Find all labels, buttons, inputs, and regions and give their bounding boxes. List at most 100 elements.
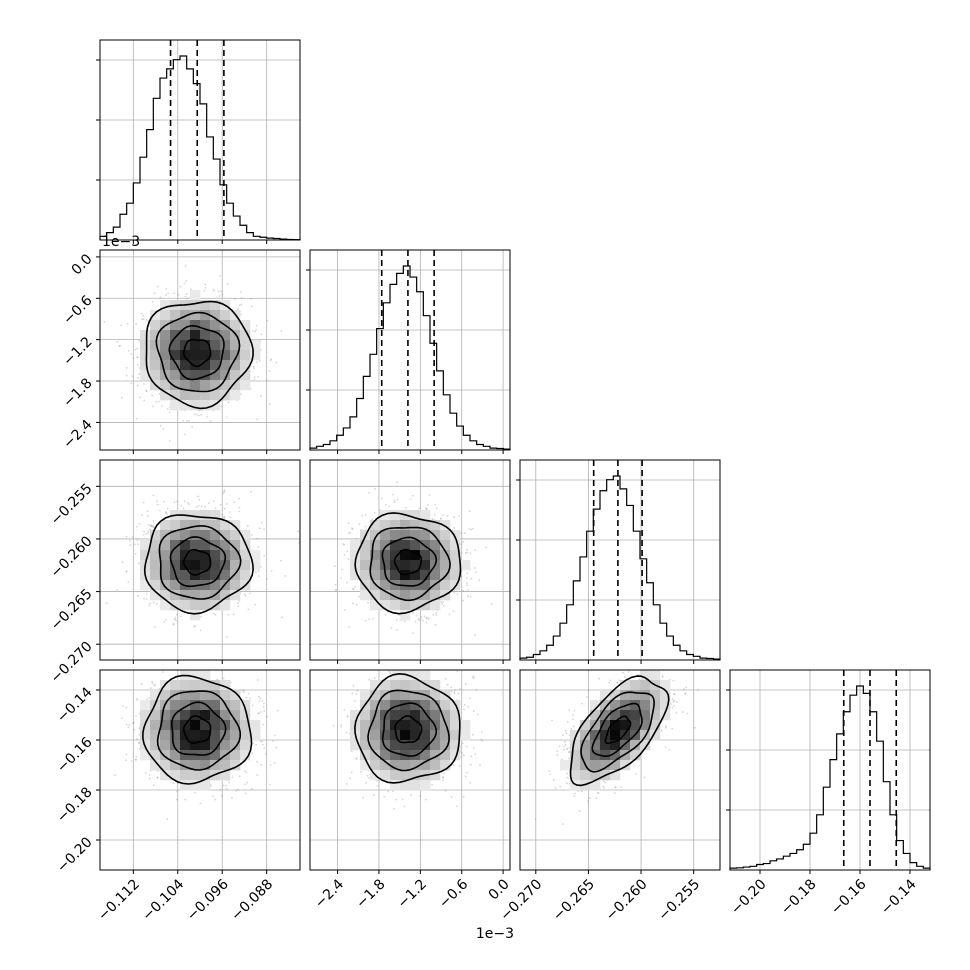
sample-point <box>367 601 369 604</box>
sample-point <box>125 535 128 538</box>
density-cell <box>230 550 241 561</box>
sample-point <box>409 498 412 500</box>
x-tick-label-axis1-1: −0.112 <box>95 876 143 924</box>
sample-point <box>396 481 398 483</box>
density-cell <box>220 730 231 741</box>
contour-3 <box>156 690 241 771</box>
sample-point <box>472 747 475 749</box>
density-cell <box>240 340 251 351</box>
contour-4 <box>354 512 462 615</box>
density-cell <box>240 360 251 371</box>
density-cell <box>210 570 221 581</box>
density-cell <box>180 390 191 401</box>
density-cell <box>440 570 451 581</box>
sample-point <box>347 522 350 525</box>
sample-point <box>149 528 151 531</box>
x-tick-label-axis2-2: −1.8 <box>353 876 388 911</box>
density-cell <box>410 770 421 781</box>
density-cell <box>200 320 211 331</box>
density-cell <box>230 690 241 701</box>
density-cell <box>380 600 391 611</box>
sample-point <box>651 655 653 657</box>
density-cell <box>190 700 201 711</box>
sample-point <box>392 493 394 496</box>
sample-point <box>425 617 428 620</box>
density-cell <box>380 760 391 771</box>
x-tick-label-axis3-2: −0.265 <box>550 876 598 924</box>
density-cell <box>460 720 471 731</box>
density-cell <box>420 710 431 721</box>
sample-point <box>168 411 171 414</box>
sample-point <box>159 509 161 512</box>
sample-point <box>270 570 273 572</box>
sample-point <box>372 647 374 649</box>
density-cell <box>440 700 451 711</box>
density-grid <box>140 670 261 791</box>
density-cell <box>390 690 401 701</box>
x-tick-label-axis1-4: −0.088 <box>228 876 276 924</box>
sample-point <box>395 667 397 669</box>
density-cell <box>400 680 411 691</box>
density-cell <box>220 530 231 541</box>
sample-point <box>468 510 471 513</box>
sample-point <box>225 503 228 505</box>
sample-point <box>643 776 646 779</box>
density-cell <box>450 730 461 741</box>
density-cell <box>140 350 151 361</box>
density-cell <box>660 690 671 701</box>
density-cell <box>210 720 221 731</box>
density-cell <box>210 520 221 531</box>
density-cell <box>640 710 651 721</box>
sample-point <box>390 627 393 629</box>
density-cell <box>160 710 171 721</box>
sample-point <box>442 601 445 604</box>
density-cell <box>640 720 651 731</box>
density-cell <box>640 670 651 681</box>
density-cell <box>460 730 471 741</box>
sample-point <box>374 487 377 490</box>
density-cell <box>190 720 201 731</box>
y-tick-label-axis2-3: −1.2 <box>60 334 95 369</box>
density-cell <box>420 730 431 741</box>
density-cell <box>210 680 221 691</box>
density-cell <box>370 680 381 691</box>
sample-point <box>216 678 219 681</box>
histogram-step-1 <box>99 55 301 241</box>
sample-point <box>133 543 136 546</box>
density-cell <box>200 780 211 791</box>
density-cell <box>630 750 641 761</box>
sample-point <box>155 500 158 503</box>
sample-point <box>142 314 145 317</box>
sample-point <box>368 776 370 779</box>
density-cell <box>250 550 261 561</box>
sample-point <box>152 494 155 497</box>
sample-point <box>395 619 398 621</box>
density-cell <box>240 380 251 391</box>
sample-point <box>466 582 468 585</box>
sample-point <box>121 561 124 563</box>
sample-point <box>260 763 263 766</box>
density-cell <box>170 310 181 321</box>
density-cell <box>380 540 391 551</box>
sample-point <box>364 525 367 528</box>
density-cell <box>390 550 401 561</box>
density-cell <box>200 400 211 411</box>
sample-point <box>467 589 470 591</box>
sample-point <box>618 679 621 681</box>
density-cell <box>240 320 251 331</box>
contour-3 <box>369 526 451 602</box>
sample-point <box>227 656 229 658</box>
density-cell <box>210 320 221 331</box>
sample-point <box>143 530 146 533</box>
density-cell <box>380 560 391 571</box>
sample-point <box>243 691 246 693</box>
density-cell <box>230 750 241 761</box>
scatter-panel-3-1 <box>96 459 301 664</box>
x-tick-label-axis4-3: −0.16 <box>828 876 870 918</box>
density-cell <box>450 530 461 541</box>
y-tick-label-axis2-5: 0.0 <box>69 251 96 278</box>
sample-point <box>562 745 565 748</box>
density-cell <box>390 520 401 531</box>
sample-point <box>349 532 352 534</box>
contour-1 <box>604 715 632 745</box>
